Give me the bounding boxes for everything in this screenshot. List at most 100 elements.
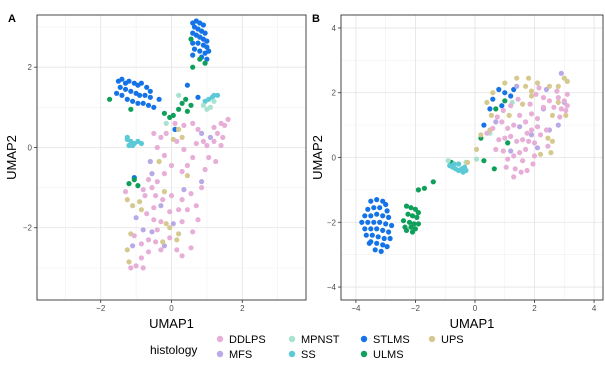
data-point [211,98,217,104]
data-point [526,138,532,144]
data-point [464,159,471,165]
data-point [167,209,173,215]
data-point [528,132,535,138]
data-point [167,235,173,241]
data-point [211,138,217,144]
data-point [124,197,130,203]
data-point [415,187,421,193]
legend-label: MPNST [301,334,340,346]
data-point [161,189,167,195]
data-point [119,76,125,82]
data-point [191,46,198,52]
data-point [500,107,506,114]
y-axis-title: UMAP2 [310,135,325,180]
data-point [384,244,390,250]
data-point [490,90,496,96]
data-point [222,122,228,128]
data-point [202,60,208,66]
data-point [195,94,201,100]
x-tick-label: 2 [240,304,245,313]
x-tick-label: −2 [96,304,106,313]
data-point [505,156,511,162]
data-point [202,30,208,36]
data-point [168,162,175,169]
data-point [374,226,380,232]
data-point [478,132,484,138]
data-point [138,241,144,247]
data-point [138,207,144,213]
data-point [122,86,129,92]
data-point [531,140,538,146]
data-point [190,40,196,46]
data-point [199,185,205,191]
legend-swatch [360,350,368,358]
x-tick-label: 4 [592,304,597,313]
data-point [368,226,374,232]
series-mfs [130,130,213,249]
data-point [408,205,414,211]
legend-item-ss: SS [288,349,316,361]
data-point [386,229,392,235]
legend-swatch [216,335,224,343]
data-point [170,221,176,227]
data-point [176,207,182,213]
data-point [137,92,143,98]
data-point [381,235,387,242]
data-point [540,95,547,101]
legend: histology DDLPS MFS MPNST SS STLMS ULMS UPS [150,334,464,361]
data-point [147,94,153,100]
series-ddlps [484,85,570,180]
data-point [359,219,365,225]
data-point [463,167,469,174]
data-point [558,106,564,112]
data-point [543,127,550,133]
data-point [408,224,414,230]
data-point [493,119,499,125]
data-point [537,132,544,138]
data-point [380,227,386,233]
data-point [508,133,514,139]
data-point [114,90,120,96]
y-tick-label: 0 [28,143,33,152]
data-point [520,137,526,143]
data-point [502,80,508,86]
data-point [179,168,185,175]
series-stlms [359,86,517,254]
data-point [374,197,380,203]
data-point [211,124,217,130]
data-point [133,215,139,221]
data-point [181,146,187,153]
legend-label: SS [301,349,316,361]
data-point [511,153,517,159]
data-point [126,78,132,84]
data-point [188,245,194,251]
data-point [505,140,511,146]
panel-b: B −4 −2 0 2 4 −4 −2 0 2 4 UMAP1 UMAP2 [310,13,604,331]
data-point [518,169,524,175]
series-ulms [107,36,208,189]
data-point [188,102,194,108]
data-point [206,154,212,161]
data-point [369,232,375,238]
data-point [528,93,535,99]
data-point [204,56,210,62]
data-point [362,213,368,219]
series-ss [124,92,221,149]
data-point [514,75,520,81]
data-point [386,214,392,220]
legend-item-mfs: MFS [216,349,252,361]
data-point [214,92,221,98]
data-point [149,229,155,235]
data-point [147,158,153,165]
data-point [176,106,182,112]
data-point [107,96,113,102]
data-point [158,203,164,209]
data-point [520,158,526,164]
data-point [564,78,570,84]
data-point [555,122,561,128]
data-point [563,107,569,114]
data-point [508,148,514,154]
data-point [514,83,520,89]
data-point [184,82,190,88]
data-point [549,138,556,144]
